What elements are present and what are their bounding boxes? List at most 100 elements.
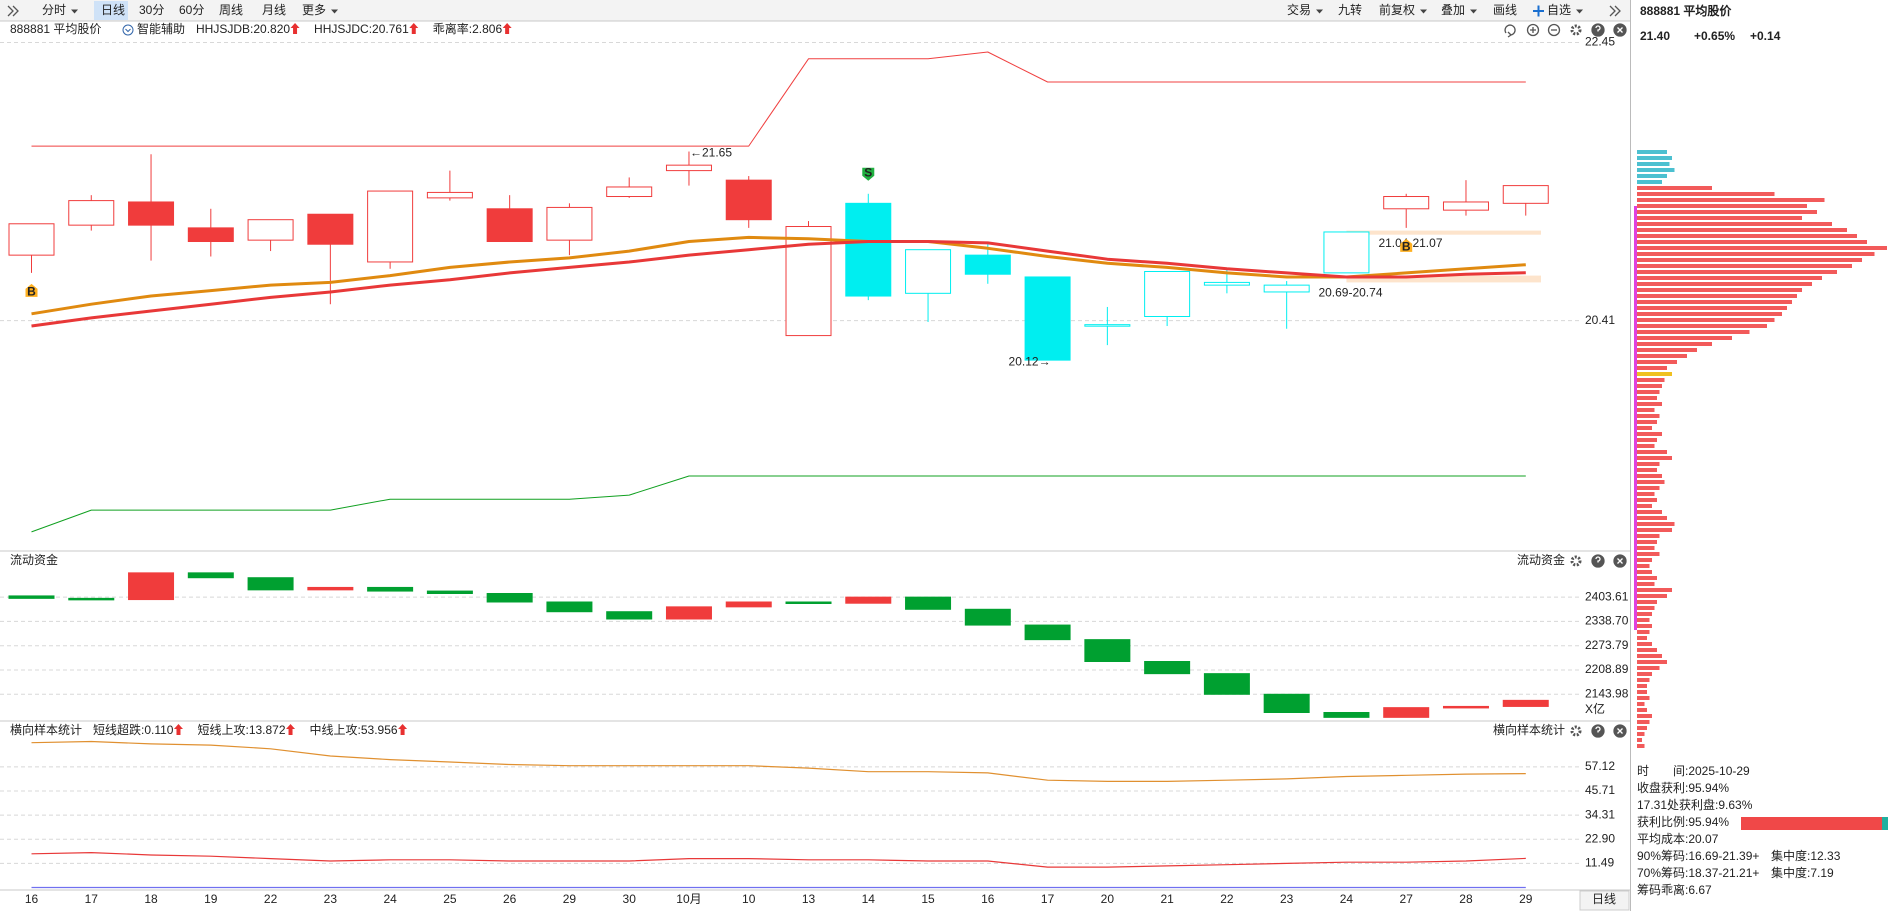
chip-bar xyxy=(1637,270,1837,274)
chip-bar xyxy=(1637,636,1647,640)
chip-bar xyxy=(1637,342,1712,346)
x-tick-label: 21 xyxy=(1160,892,1174,906)
chip-bar xyxy=(1637,252,1875,256)
candle-body xyxy=(665,606,712,620)
chip-bar xyxy=(1637,678,1650,682)
candle-body xyxy=(905,249,952,294)
chip-bar xyxy=(1637,162,1670,166)
stock-change-pct: +0.65% xyxy=(1694,29,1735,43)
chip-bar xyxy=(1637,420,1657,424)
toolbar-item[interactable]: 周线 xyxy=(219,3,243,17)
toolbar-item[interactable]: 叠加 xyxy=(1441,3,1465,17)
candle-body xyxy=(665,164,712,172)
toolbar-item[interactable]: 画线 xyxy=(1493,3,1517,17)
x-tick-label: 14 xyxy=(862,892,876,906)
candle-body xyxy=(307,586,354,591)
x-tick-label: 23 xyxy=(1280,892,1294,906)
collapse-left-icon[interactable] xyxy=(7,5,19,17)
candle-body xyxy=(1084,324,1131,327)
candle-body xyxy=(1203,281,1250,286)
x-tick-label: 22 xyxy=(1220,892,1234,906)
toolbar-item[interactable]: 九转 xyxy=(1338,2,1362,17)
zoom-in-icon[interactable] xyxy=(1526,23,1540,37)
series-line xyxy=(31,852,1526,868)
toolbar-item[interactable]: 自选 xyxy=(1547,3,1571,17)
toolbar-item[interactable]: 更多 xyxy=(302,3,326,17)
y-tick-label: 2338.70 xyxy=(1585,614,1629,628)
up-arrow-icon xyxy=(173,724,183,735)
toolbar-item[interactable]: 60分 xyxy=(179,3,204,17)
candle-body xyxy=(725,601,772,608)
candle-body xyxy=(845,596,892,604)
stat-text: 集中度:7.19 xyxy=(1771,865,1834,880)
zoom-out-icon[interactable] xyxy=(1547,23,1561,37)
chip-bar xyxy=(1637,372,1672,376)
chip-bar xyxy=(1637,282,1812,286)
x-tick-label: 10月 xyxy=(676,892,701,906)
chip-bar xyxy=(1637,696,1650,700)
settings-icon[interactable] xyxy=(1570,24,1582,36)
band-line xyxy=(31,475,1526,533)
x-tick-label: 22 xyxy=(264,892,278,906)
x-tick-label: 27 xyxy=(1400,892,1414,906)
candle-body xyxy=(187,572,234,579)
candle-body xyxy=(845,202,892,297)
x-tick-label: 29 xyxy=(1519,892,1533,906)
chip-bar xyxy=(1637,306,1787,310)
chip-range-line xyxy=(1634,206,1637,630)
toolbar-item[interactable]: 交易 xyxy=(1287,2,1311,17)
candle-body xyxy=(1323,711,1370,718)
toolbar-item[interactable]: 30分 xyxy=(139,3,164,17)
candle-body xyxy=(964,254,1011,275)
x-tick-label: 16 xyxy=(25,892,39,906)
stock-change: +0.14 xyxy=(1750,29,1781,43)
chip-bar xyxy=(1637,474,1662,478)
settings-icon[interactable] xyxy=(1570,725,1582,737)
y-tick-label: 2403.61 xyxy=(1585,589,1629,603)
candle-body xyxy=(367,190,414,263)
candle-body xyxy=(307,213,354,245)
x-tick-label: 28 xyxy=(1459,892,1473,906)
panel-title: 横向样本统计 xyxy=(10,722,82,737)
toolbar-item[interactable]: 分时 xyxy=(42,3,66,17)
chip-bar xyxy=(1637,624,1652,628)
candle-body xyxy=(486,592,533,603)
signal-marker xyxy=(25,283,38,297)
chip-bar xyxy=(1637,264,1852,268)
x-tick-label: 16 xyxy=(981,892,995,906)
candle-body xyxy=(247,577,294,591)
chip-bar xyxy=(1637,186,1712,190)
period-label: 日线 xyxy=(1592,892,1616,906)
period-box xyxy=(1579,890,1630,911)
candle-body xyxy=(546,206,593,241)
assist-icon[interactable] xyxy=(122,24,134,36)
candle-body xyxy=(367,586,414,592)
settings-icon[interactable] xyxy=(1570,555,1582,567)
chip-bar xyxy=(1637,318,1775,322)
chip-bar xyxy=(1637,486,1660,490)
collapse-right-icon[interactable] xyxy=(1609,5,1621,17)
chip-bar xyxy=(1637,198,1825,202)
candle-body xyxy=(8,223,55,256)
flow-tools xyxy=(1570,554,1627,568)
toolbar-item[interactable]: 日线 xyxy=(101,3,125,17)
panel-title: 888881 平均股价 xyxy=(10,22,101,36)
candle-body xyxy=(1383,196,1430,210)
candle-body xyxy=(1502,699,1549,707)
chip-bar xyxy=(1637,390,1660,394)
candle-body xyxy=(606,186,653,198)
dropdown-arrow xyxy=(331,9,339,14)
gap-band xyxy=(1346,230,1541,235)
chip-bar xyxy=(1637,426,1652,430)
refresh-icon[interactable] xyxy=(1504,24,1516,38)
legend-item: HHJSJDC:20.761 xyxy=(314,22,409,36)
chip-bar xyxy=(1637,402,1662,406)
x-tick-label: 23 xyxy=(324,892,338,906)
toolbar-item[interactable]: 月线 xyxy=(262,3,286,17)
chip-bar xyxy=(1637,210,1817,214)
toolbar-item[interactable]: 前复权 xyxy=(1379,2,1415,17)
chip-bar xyxy=(1637,528,1672,532)
panel-title-right: 横向样本统计 xyxy=(1493,722,1565,737)
chip-bar xyxy=(1637,432,1662,436)
chip-bar xyxy=(1637,354,1687,358)
